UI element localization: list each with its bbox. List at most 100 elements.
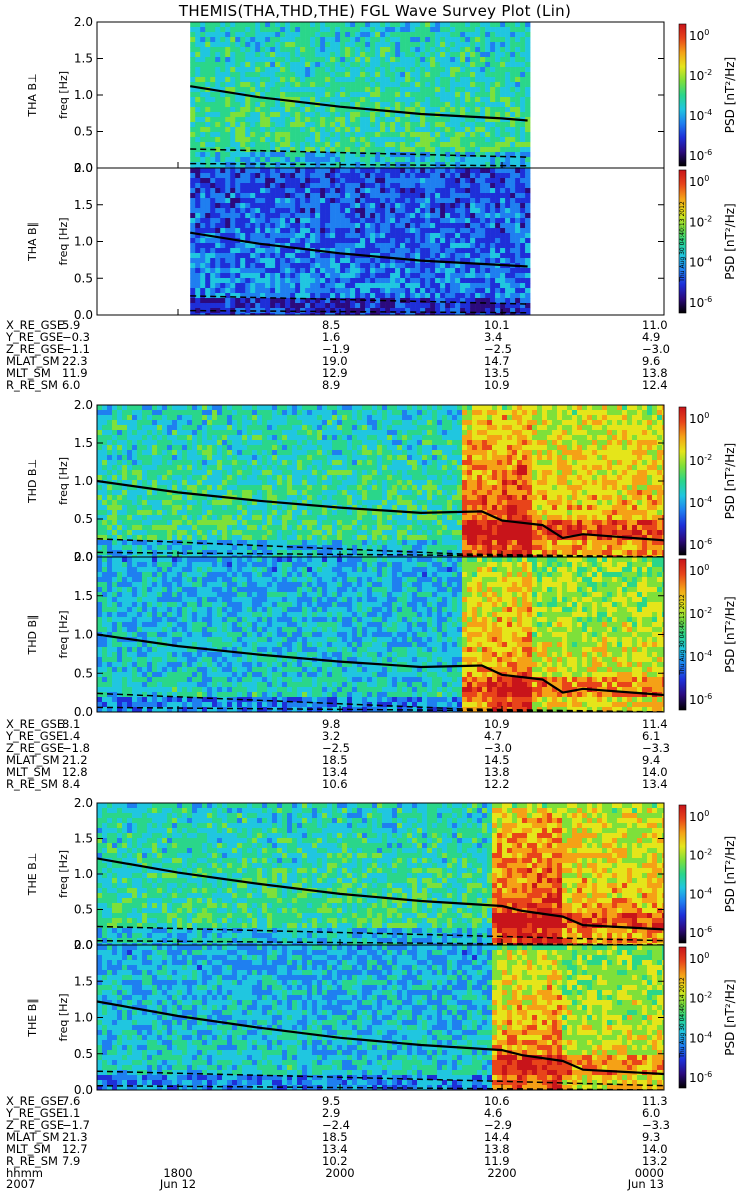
- ephemeris-value: 13.4: [322, 1142, 348, 1156]
- ephemeris-value: 8.4: [62, 777, 80, 791]
- ephemeris-label: R_RE_SM: [6, 378, 58, 392]
- colorbar-tick-label: 10-6: [689, 692, 712, 707]
- ephemeris-value: 9.4: [642, 753, 660, 767]
- ephemeris-label: MLAT_SM: [6, 354, 60, 368]
- ephemeris-value: −2.5: [484, 342, 512, 356]
- ephemeris-value: 13.8: [484, 1142, 510, 1156]
- fce-line: [97, 633, 664, 697]
- y-tick-label: 1.5: [74, 974, 93, 988]
- y-tick-label: 0.0: [74, 550, 93, 564]
- spectrogram-the-par: [97, 945, 664, 1090]
- y-axis-label: freq [Hz]: [57, 993, 70, 1041]
- ephemeris-value: 22.3: [62, 354, 88, 368]
- x-tick-label: 2200: [487, 1166, 516, 1180]
- colorbar-label: PSD [nT²/Hz]: [723, 57, 737, 133]
- colorbar-label: PSD [nT²/Hz]: [723, 203, 737, 279]
- ephemeris-value: 9.5: [322, 1094, 340, 1108]
- colorbar-tick-label: 100: [689, 809, 709, 824]
- ephemeris-value: 11.9: [484, 1154, 510, 1168]
- fco-line: [97, 551, 664, 557]
- spectrogram-the-perp: [97, 803, 664, 945]
- panel-label: THA B∥: [26, 222, 39, 262]
- y-axis-label: freq [Hz]: [57, 850, 70, 898]
- ephemeris-value: 10.9: [484, 717, 510, 731]
- ephemeris-value: −3.3: [642, 741, 670, 755]
- fce-line: [190, 231, 528, 268]
- ephemeris-label: MLAT_SM: [6, 753, 60, 767]
- y-tick-label: 1.0: [74, 628, 93, 642]
- y-tick-label: 1.0: [74, 867, 93, 881]
- ephemeris-value: 1.1: [62, 1106, 80, 1120]
- ephemeris-value: 7.9: [62, 1154, 80, 1168]
- ephemeris-value: −3.3: [642, 1118, 670, 1132]
- ephemeris-value: 3.4: [484, 330, 502, 344]
- fce-line: [97, 857, 664, 931]
- plot-title: THEMIS(THA,THD,THE) FGL Wave Survey Plot…: [178, 2, 572, 20]
- ephemeris-label: Y_RE_GSE: [5, 729, 63, 743]
- ephemeris-value: −0.3: [62, 330, 90, 344]
- ephemeris-value: 10.9: [484, 378, 510, 392]
- colorbar-tick-label: 10-6: [689, 148, 712, 163]
- ephemeris-value: 19.0: [322, 354, 348, 368]
- fcp-line: [97, 925, 664, 942]
- colorbar: [678, 804, 687, 944]
- fcp-line: [97, 692, 664, 712]
- ephemeris-value: 12.8: [62, 765, 88, 779]
- ephemeris-value: 5.9: [62, 318, 80, 332]
- ephemeris-label: R_RE_SM: [6, 777, 58, 791]
- y-tick-label: 0.0: [74, 705, 93, 719]
- spectrogram-thd-perp: [97, 405, 664, 557]
- ephemeris-value: 11.9: [62, 366, 88, 380]
- ephemeris-value: 12.7: [62, 1142, 88, 1156]
- x-tick-label: 1800: [163, 1166, 192, 1180]
- colorbar: [678, 946, 687, 1089]
- y-tick-label: 0.5: [74, 666, 93, 680]
- colorbar-tick-label: 10-2: [689, 606, 712, 621]
- colorbar: [678, 558, 687, 711]
- panel-label: THA B⊥: [26, 73, 39, 117]
- colorbar-tick-label: 100: [689, 951, 709, 966]
- y-tick-label: 1.5: [74, 52, 93, 66]
- y-axis-label: freq [Hz]: [57, 610, 70, 658]
- colorbar-tick-label: 10-4: [689, 886, 712, 901]
- ephemeris-label: MLT_SM: [6, 366, 51, 380]
- fco-line: [190, 162, 528, 167]
- colorbar-tick-label: 10-6: [689, 537, 712, 552]
- ephemeris-value: 6.0: [642, 1106, 660, 1120]
- timestamp-stamp: Thu Aug 30 04:40:14 2012: [679, 977, 686, 1059]
- fce-line: [190, 85, 528, 122]
- y-tick-label: 0.0: [74, 938, 93, 952]
- ephemeris-value: 14.5: [484, 753, 510, 767]
- fco-line: [97, 1084, 664, 1090]
- colorbar-label: PSD [nT²/Hz]: [723, 979, 737, 1055]
- x-tick-date: Jun 12: [159, 1177, 196, 1191]
- colorbar-tick-label: 10-2: [689, 68, 712, 83]
- panel-label: THD B⊥: [26, 459, 39, 504]
- y-tick-label: 0.5: [74, 1047, 93, 1061]
- ephemeris-value: −1.9: [322, 342, 350, 356]
- ephemeris-label: MLAT_SM: [6, 1130, 60, 1144]
- ephemeris-label: X_RE_GSE: [6, 318, 64, 332]
- y-tick-label: 2.0: [74, 161, 93, 175]
- spectrogram-thd-par: [97, 557, 664, 712]
- y-tick-label: 2.0: [74, 796, 93, 810]
- y-tick-label: 1.0: [74, 235, 93, 249]
- spectrogram-tha-par: [190, 168, 531, 315]
- colorbar-tick-label: 10-2: [689, 991, 712, 1006]
- ephemeris-value: 21.2: [62, 753, 88, 767]
- ephemeris-value: 18.5: [322, 753, 348, 767]
- y-tick-label: 1.5: [74, 589, 93, 603]
- y-axis-label: freq [Hz]: [57, 217, 70, 265]
- colorbar-tick-label: 10-4: [689, 1030, 712, 1045]
- colorbar-tick-label: 10-4: [689, 649, 712, 664]
- colorbar-tick-label: 10-2: [689, 453, 712, 468]
- colorbar-tick-label: 100: [689, 411, 709, 426]
- x-tick-label: 2000: [325, 1166, 354, 1180]
- ephemeris-value: 9.6: [642, 354, 660, 368]
- ephemeris-value: 12.9: [322, 366, 348, 380]
- ephemeris-value: 1.4: [62, 729, 80, 743]
- ephemeris-label: Z_RE_GSE: [6, 741, 64, 755]
- panel-label: THD B∥: [26, 614, 39, 655]
- fco-line: [190, 309, 528, 314]
- x-tick-date: Jun 13: [627, 1177, 664, 1191]
